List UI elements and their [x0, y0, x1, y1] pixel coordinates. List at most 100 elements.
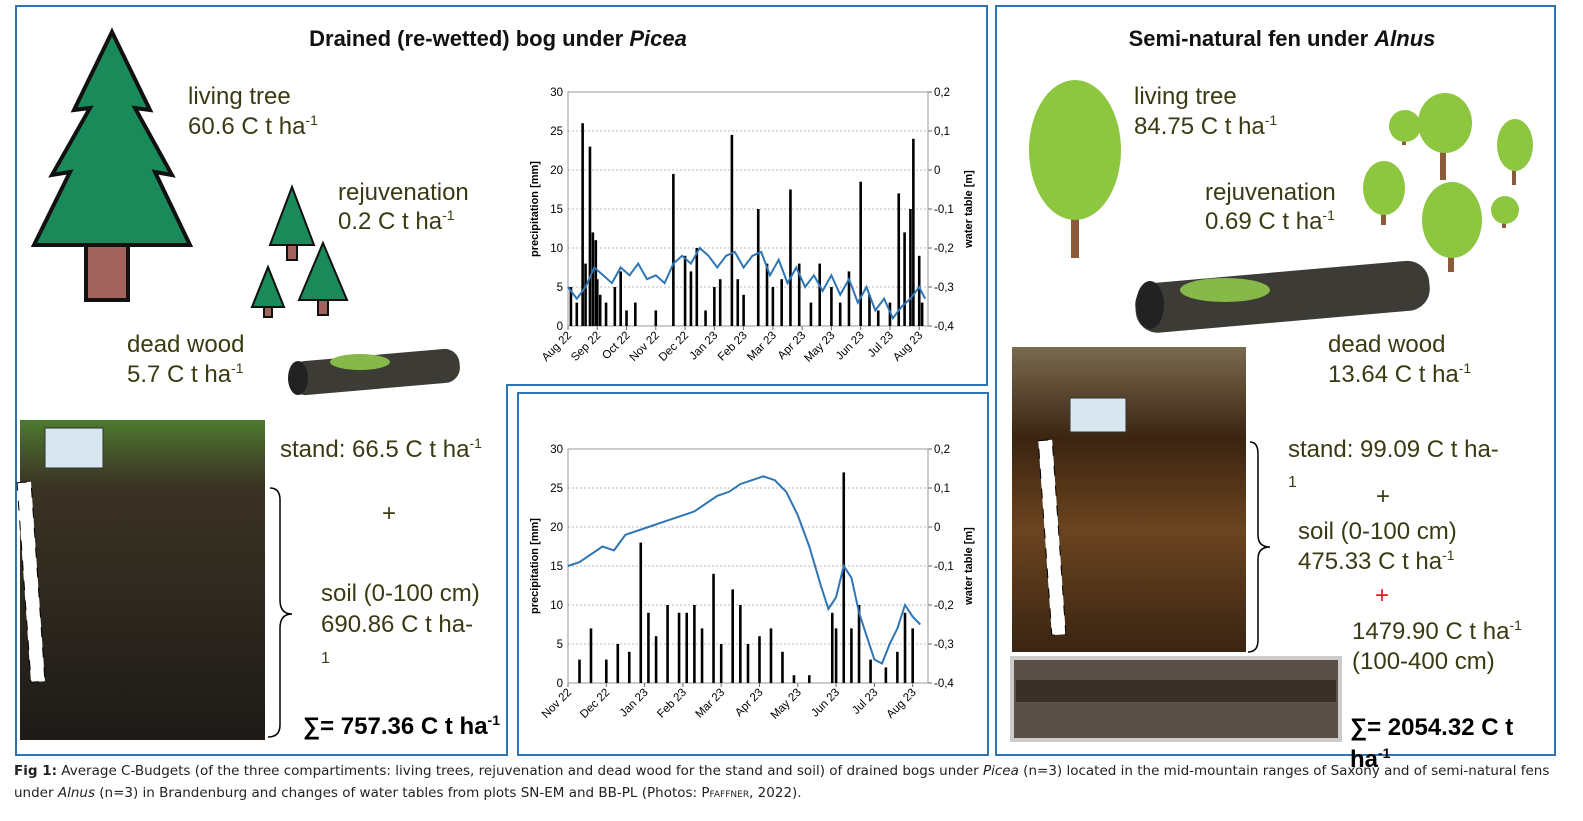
precipitation-bar [731, 589, 734, 683]
value: 1479.90 C t ha-1 [1352, 617, 1522, 647]
precipitation-bar [594, 240, 598, 326]
precipitation-bar [704, 310, 707, 326]
value-text: ∑= 2054.32 C t ha [1350, 714, 1514, 773]
soil-photo [16, 420, 265, 740]
unit-exp: -1 [1264, 112, 1278, 128]
y-tick-label: 20 [550, 165, 563, 177]
precipitation-bar [591, 232, 595, 326]
precipitation-bar [584, 263, 587, 326]
x-tick-label: Nov 22 [540, 687, 574, 721]
y-tick-label: 10 [550, 600, 563, 612]
x-tick-label: Jul 23 [850, 687, 880, 717]
precipitation-bar [876, 310, 880, 326]
unit-exp: -1 [1509, 617, 1522, 633]
precipitation-bar [693, 605, 696, 683]
x-tick-label: Mar 23 [745, 330, 779, 364]
log-icon [288, 348, 460, 396]
precipitation-bar [672, 173, 675, 326]
chart-frame [517, 392, 989, 756]
precipitation-bar [598, 294, 602, 326]
brace [1247, 441, 1271, 653]
x-tick-label: Feb 23 [716, 330, 750, 364]
y2-tick-label: 0,2 [934, 444, 950, 456]
precipitation-bar [569, 287, 573, 326]
precipitation-bar [604, 659, 608, 683]
x-tick-label: Nov 22 [628, 330, 662, 364]
precipitation-bar [736, 279, 740, 326]
x-tick-label: Jan 23 [688, 330, 721, 363]
y-tick-label: 15 [550, 561, 563, 573]
sum: ∑= 2054.32 C t ha-1 [1350, 712, 1550, 776]
y-tick-label: 5 [557, 282, 563, 294]
unit-exp: -1 [305, 112, 318, 128]
x-tick-label: Sep 22 [569, 330, 603, 364]
y-tick-label: 0 [557, 678, 563, 690]
unit-exp: -1 [1442, 547, 1455, 563]
stand: stand: 66.5 C t ha-1 [280, 435, 482, 465]
sum: ∑= 757.36 C t ha-1 [303, 712, 500, 742]
precipitation-bar [771, 287, 775, 326]
precipitation-bar [625, 310, 628, 326]
plus: + [1375, 582, 1390, 609]
unit-exp: -1 [1458, 360, 1472, 376]
x-tick-label: Dec 22 [657, 330, 691, 364]
value-text: 0.69 C t ha [1205, 208, 1323, 235]
value-text: 84.75 C t ha [1134, 113, 1265, 140]
precipitation-bar [903, 232, 906, 326]
plus: + [382, 500, 397, 527]
y-tick-label: 15 [550, 204, 563, 216]
value-text: stand: 99.09 C t ha- [1288, 436, 1499, 463]
small-spruces [250, 184, 349, 318]
x-tick-label: Jun 23 [809, 687, 842, 720]
x-tick-label: Aug 23 [891, 330, 925, 364]
plus: + [1376, 483, 1391, 510]
precipitation-bar [884, 667, 888, 683]
y2-tick-label: -0,2 [934, 600, 954, 612]
value-text: ∑= 757.36 C t ha [303, 713, 488, 740]
y2-tick-label: -0,1 [934, 204, 954, 216]
precipitation-bar [634, 302, 637, 326]
value-text: soil (0-100 cm) 690.86 C t ha- [321, 580, 480, 638]
plot-frame [567, 91, 929, 327]
precipitation-bar [578, 659, 581, 683]
y2-tick-label: -0,3 [934, 639, 954, 651]
precipitation-bar [581, 123, 584, 326]
unit-exp: -1 [1378, 745, 1391, 761]
x-tick-label: Jan 23 [618, 687, 651, 720]
stand: stand: 99.09 C t ha- 1 [1288, 435, 1499, 495]
caption-text: , 2022). [749, 785, 802, 801]
unit-exp: 1 [321, 650, 330, 667]
label: dead wood [1328, 331, 1446, 358]
precipitation-bar [842, 472, 846, 683]
y-tick-label: 30 [550, 87, 563, 99]
precipitation-bar [809, 302, 813, 326]
precipitation-bar [850, 628, 853, 683]
caption-text: Alnus [57, 785, 95, 801]
y2-tick-label: 0 [934, 165, 940, 177]
y2-tick-label: 0,1 [934, 483, 950, 495]
value: 475.33 C t ha-1 [1298, 547, 1455, 577]
precipitation-bar [677, 612, 681, 683]
precipitation-bar [758, 636, 761, 683]
water-table-line [567, 246, 926, 321]
precipitation-bar [868, 294, 871, 326]
unit-exp: -1 [1322, 207, 1335, 223]
precipitation-bar [700, 628, 704, 683]
caption-text: Pfaffner [701, 785, 750, 801]
value-text: 13.64 C t ha [1328, 361, 1459, 388]
label: living tree [1134, 83, 1237, 110]
value: 0.69 C t ha-1 [1205, 207, 1335, 237]
y2-tick-label: -0,1 [934, 561, 954, 573]
unit-exp: -1 [469, 435, 482, 451]
y-tick-label: 0 [557, 321, 563, 333]
precipitation-bar [797, 263, 801, 326]
y-tick-label: 30 [550, 444, 563, 456]
spruce-icon [30, 27, 194, 302]
unit-exp: -1 [487, 712, 500, 728]
precipitation-bar [859, 181, 862, 326]
x-tick-label: Oct 22 [600, 330, 632, 362]
depth: (100-400 cm) [1352, 648, 1495, 675]
precipitation-bar [807, 675, 811, 683]
precipitation-bar [666, 605, 669, 683]
